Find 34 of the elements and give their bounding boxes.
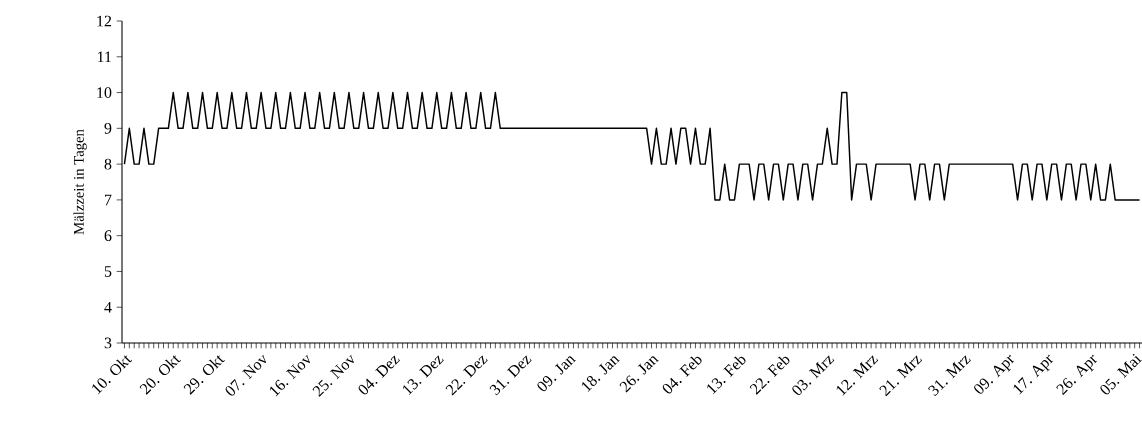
y-tick-label: 12 <box>97 15 112 27</box>
x-tick-label: 26. Apr <box>1056 354 1098 395</box>
x-tick-label: 20. Okt <box>139 355 181 395</box>
x-tick-label: 04. Dez <box>358 355 400 395</box>
y-tick-label: 11 <box>97 51 112 63</box>
y-tick-label: 8 <box>104 158 112 170</box>
x-tick-label: 04. Feb <box>662 356 702 394</box>
x-tick-label: 12. Mrz <box>836 355 879 396</box>
x-tick-label: 29. Okt <box>183 355 225 395</box>
x-tick-label: 25. Nov <box>312 354 354 397</box>
x-tick-label: 09. Jan <box>537 356 576 392</box>
x-tick-label: 05. Mai <box>1100 353 1142 395</box>
x-tick-label: 13. Feb <box>707 356 746 395</box>
y-axis-title: Mälzzeit in Tagen <box>73 129 87 235</box>
x-tick-label: 31. Mrz <box>928 355 971 396</box>
y-tick-label: 6 <box>104 230 112 242</box>
x-tick-label: 16. Nov <box>269 354 311 397</box>
y-tick-label: 7 <box>105 194 112 206</box>
y-tick-label: 5 <box>104 266 112 277</box>
x-tick-label: 22. Feb <box>749 356 790 395</box>
x-tick-label: 21. Mrz <box>879 355 923 397</box>
x-tick-label: 18. Jan <box>581 356 620 393</box>
y-tick-label: 10 <box>97 87 112 98</box>
y-tick-label: 4 <box>104 301 112 313</box>
x-tick-label: 10. Okt <box>92 355 133 395</box>
y-tick-label: 9 <box>104 122 112 134</box>
x-tick-label: 03. Mrz <box>792 355 835 395</box>
x-tick-label: 17. Apr <box>1013 354 1054 395</box>
x-tick-label: 13. Dez <box>402 355 444 396</box>
x-tick-label: 26. Jan <box>619 356 659 393</box>
x-tick-label: 22. Dez <box>445 355 488 396</box>
x-tick-label: 31. Dez <box>489 355 532 396</box>
y-tick-label: 3 <box>104 337 112 349</box>
x-tick-label: 07. Nov <box>225 354 267 396</box>
